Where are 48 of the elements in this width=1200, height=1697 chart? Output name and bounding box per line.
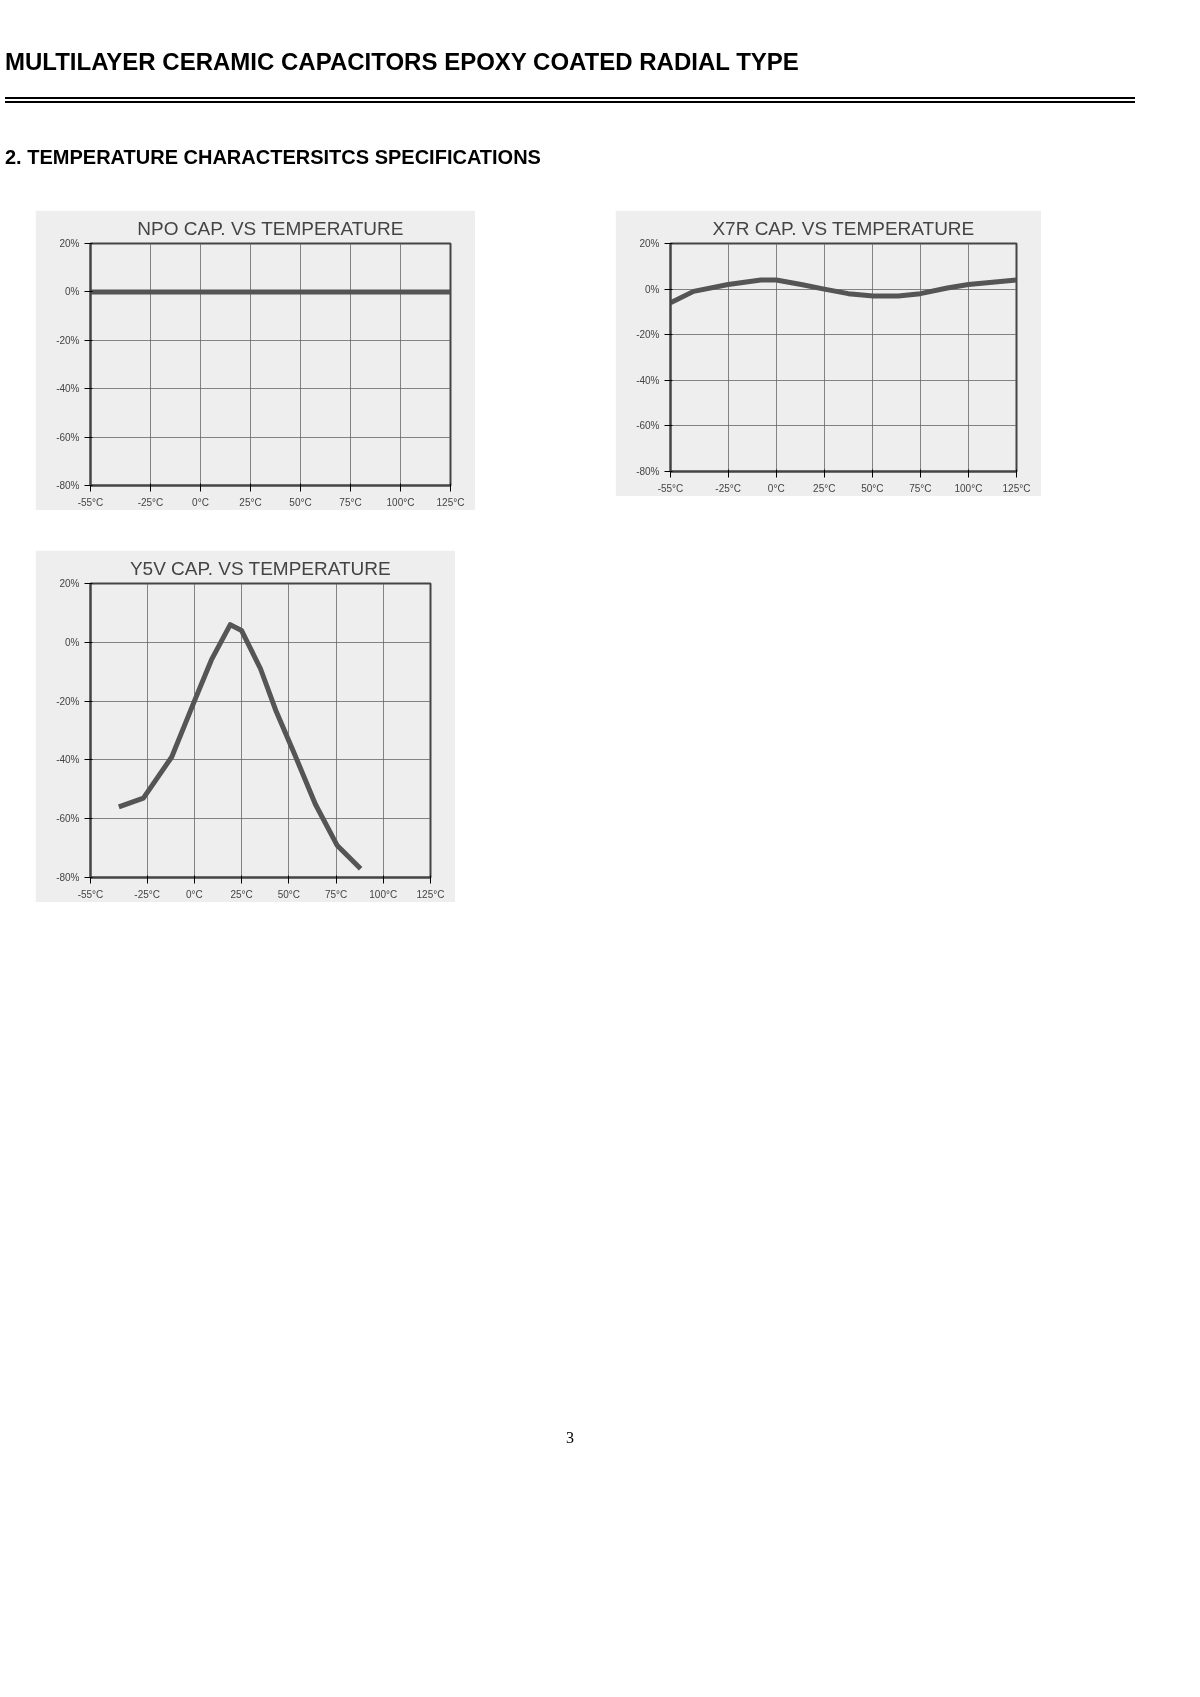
y-tick-label: 20% xyxy=(59,238,80,249)
y-tick-label: -20% xyxy=(56,334,80,346)
x-tick-label: 125°C xyxy=(416,888,445,900)
y-tick-label: -60% xyxy=(636,420,660,432)
x-tick-label: -55°C xyxy=(657,482,684,494)
text: 2. TEMPERATURE CHARACTERSITCS SPECIFICATIONS xyxy=(5,145,542,171)
x-tick-label: 0°C xyxy=(186,888,203,900)
y-tick-label: -60% xyxy=(56,431,80,443)
text: MULTILAYER CERAMIC CAPACITORS EPOXY COATED RADIAL TYPE xyxy=(5,45,1135,104)
x-tick-label: 100°C xyxy=(369,888,398,900)
x-tick-label: 50°C xyxy=(861,482,884,494)
x-tick-label: 50°C xyxy=(289,496,312,508)
y-tick-label: 20% xyxy=(59,578,80,589)
chart-title: X7R CAP. VS TEMPERATURE xyxy=(712,217,975,239)
y-tick-label: 0% xyxy=(65,286,80,298)
y-tick-label: -80% xyxy=(56,480,80,491)
x-tick-label: 25°C xyxy=(230,888,253,900)
x-tick-label: -55°C xyxy=(77,888,104,900)
y-tick-label: 0% xyxy=(645,283,660,295)
chart-title: Y5V CAP. VS TEMPERATURE xyxy=(129,557,391,579)
x-tick-label: 50°C xyxy=(277,888,301,900)
y-tick-label: -80% xyxy=(636,466,660,477)
x-tick-label: 75°C xyxy=(909,482,932,494)
x-tick-label: 100°C xyxy=(954,482,983,494)
x-tick-label: 0°C xyxy=(192,496,209,508)
y-tick-label: -40% xyxy=(56,383,80,395)
y-tick-label: -80% xyxy=(56,872,80,883)
y-tick-label: -20% xyxy=(56,695,80,707)
x-tick-label: -25°C xyxy=(137,496,164,508)
y-tick-label: 0% xyxy=(65,636,80,648)
x-tick-label: 75°C xyxy=(339,496,362,508)
x-tick-label: 125°C xyxy=(1002,482,1031,494)
x-tick-label: 25°C xyxy=(239,496,262,508)
y-tick-label: -20% xyxy=(636,329,660,341)
y-tick-label: 20% xyxy=(639,238,660,249)
x-tick-label: -25°C xyxy=(715,482,742,494)
x-tick-label: 100°C xyxy=(386,496,415,508)
y-tick-label: -40% xyxy=(56,754,80,766)
x-tick-label: 0°C xyxy=(767,482,785,494)
x-tick-label: 25°C xyxy=(813,482,836,494)
x-tick-label: -25°C xyxy=(134,888,161,900)
y-tick-label: -60% xyxy=(56,813,80,825)
x-tick-label: 125°C xyxy=(436,496,465,508)
chart-title: NPO CAP. VS TEMPERATURE xyxy=(137,217,404,239)
text: 3 xyxy=(565,1428,575,1448)
x-tick-label: 75°C xyxy=(324,888,348,900)
x-tick-label: -55°C xyxy=(77,496,104,508)
y-tick-label: -40% xyxy=(636,374,660,386)
